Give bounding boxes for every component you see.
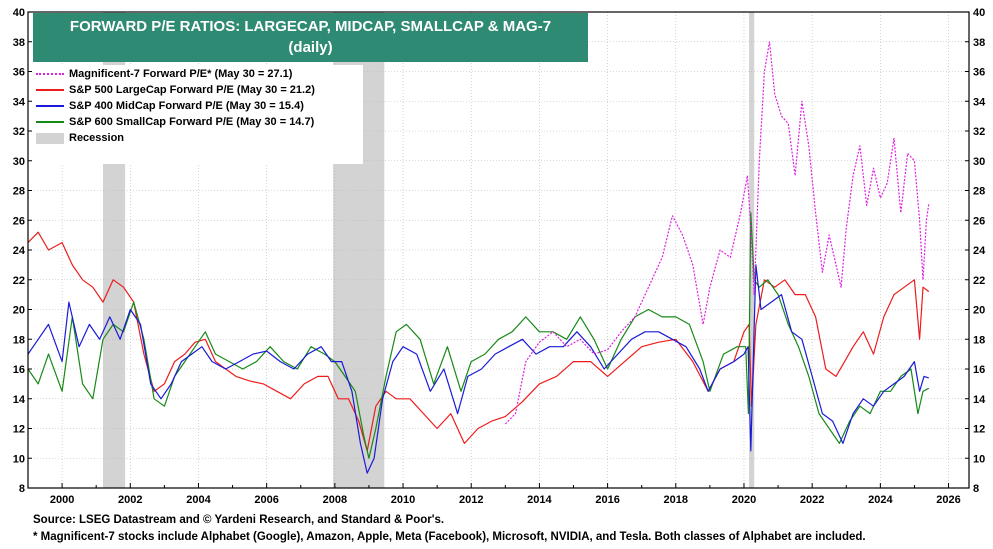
x-tick-label: 2010 bbox=[391, 494, 415, 506]
y-tick-label-right: 20 bbox=[973, 305, 985, 317]
chart-title-line1: FORWARD P/E RATIOS: LARGECAP, MIDCAP, SM… bbox=[69, 18, 552, 35]
y-tick-label-right: 26 bbox=[973, 215, 985, 227]
y-tick-label-right: 28 bbox=[973, 186, 985, 198]
legend: Magnificent-7 Forward P/E* (May 30 = 27.… bbox=[33, 65, 363, 164]
y-tick-label-right: 38 bbox=[973, 37, 985, 49]
y-tick-label-right: 12 bbox=[973, 424, 985, 436]
series-line-smallcap bbox=[27, 212, 930, 459]
series-lines bbox=[27, 41, 930, 474]
series-line-largecap bbox=[27, 231, 930, 452]
x-tick-label: 2008 bbox=[323, 494, 347, 506]
y-tick-label-left: 8 bbox=[19, 483, 25, 495]
y-tick-label-left: 12 bbox=[13, 424, 25, 436]
y-tick-label-left: 18 bbox=[13, 334, 25, 346]
x-tick-label: 2006 bbox=[254, 494, 278, 506]
y-tick-label-left: 38 bbox=[13, 37, 25, 49]
source-note: Source: LSEG Datastream and © Yardeni Re… bbox=[33, 514, 445, 526]
y-tick-label-right: 30 bbox=[973, 156, 985, 168]
y-tick-label-right: 16 bbox=[973, 364, 985, 376]
legend-label-mag7: Magnificent-7 Forward P/E* (May 30 = 27.… bbox=[69, 68, 293, 80]
x-tick-label: 2012 bbox=[459, 494, 483, 506]
legend-swatch-recession bbox=[36, 133, 64, 144]
y-tick-label-right: 14 bbox=[973, 394, 986, 406]
y-tick-label-left: 14 bbox=[13, 394, 26, 406]
x-tick-label: 2020 bbox=[732, 494, 756, 506]
y-tick-label-right: 36 bbox=[973, 67, 985, 79]
y-tick-label-right: 40 bbox=[973, 7, 985, 19]
x-tick-label: 2024 bbox=[868, 494, 893, 506]
legend-swatch-mag7 bbox=[36, 73, 64, 75]
y-tick-label-left: 36 bbox=[13, 67, 25, 79]
legend-swatch-midcap bbox=[36, 105, 64, 107]
y-tick-label-left: 40 bbox=[13, 7, 25, 19]
y-tick-label-right: 34 bbox=[973, 96, 986, 108]
y-tick-label-left: 20 bbox=[13, 305, 25, 317]
x-tick-label: 2014 bbox=[527, 494, 552, 506]
legend-swatch-largecap bbox=[36, 89, 64, 91]
y-tick-label-left: 26 bbox=[13, 215, 25, 227]
x-axis: 2000 2002 2004 2006 2008 2010 2012 2014 2016 2018… bbox=[27, 483, 961, 506]
chart-title: FORWARD P/E RATIOS: LARGECAP, MIDCAP, SM… bbox=[33, 13, 588, 62]
x-tick-label: 2000 bbox=[50, 494, 74, 506]
y-tick-label-left: 16 bbox=[13, 364, 25, 376]
y-axis-right: 8 10 12 14 16 18 20 22 24 26 28 30 32 34 36 38 40 bbox=[965, 7, 986, 495]
legend-label-largecap: S&P 500 LargeCap Forward P/E (May 30 = 2… bbox=[69, 84, 315, 96]
x-tick-label: 2018 bbox=[664, 494, 688, 506]
x-tick-label: 2016 bbox=[595, 494, 619, 506]
y-tick-label-left: 28 bbox=[13, 186, 25, 198]
y-tick-label-left: 24 bbox=[13, 245, 26, 257]
x-tick-label: 2004 bbox=[186, 494, 211, 506]
legend-swatch-smallcap bbox=[36, 121, 64, 123]
footnote: * Magnificent-7 stocks include Alphabet … bbox=[33, 531, 866, 543]
y-tick-label-left: 10 bbox=[13, 453, 25, 465]
x-tick-label: 2002 bbox=[118, 494, 142, 506]
series-line-mag7 bbox=[504, 41, 930, 425]
chart-title-line2: (daily) bbox=[288, 39, 333, 56]
y-tick-label-right: 24 bbox=[973, 245, 986, 257]
y-tick-label-right: 22 bbox=[973, 275, 985, 287]
y-tick-label-right: 8 bbox=[973, 483, 979, 495]
legend-label-recession: Recession bbox=[69, 132, 125, 144]
y-tick-label-right: 18 bbox=[973, 334, 985, 346]
y-tick-label-left: 34 bbox=[13, 96, 26, 108]
x-tick-label: 2022 bbox=[800, 494, 824, 506]
y-tick-label-right: 10 bbox=[973, 453, 985, 465]
legend-label-midcap: S&P 400 MidCap Forward P/E (May 30 = 15.… bbox=[69, 100, 304, 112]
y-tick-label-left: 32 bbox=[13, 126, 25, 138]
y-tick-label-left: 22 bbox=[13, 275, 25, 287]
x-tick-label: 2026 bbox=[936, 494, 960, 506]
y-tick-label-right: 32 bbox=[973, 126, 985, 138]
y-axis-left: 8 10 12 14 16 18 20 22 24 26 28 30 32 34 36 38 40 bbox=[13, 7, 32, 495]
series-line-midcap bbox=[27, 264, 929, 474]
legend-label-smallcap: S&P 600 SmallCap Forward P/E (May 30 = 1… bbox=[69, 116, 315, 128]
y-tick-label-left: 30 bbox=[13, 156, 25, 168]
